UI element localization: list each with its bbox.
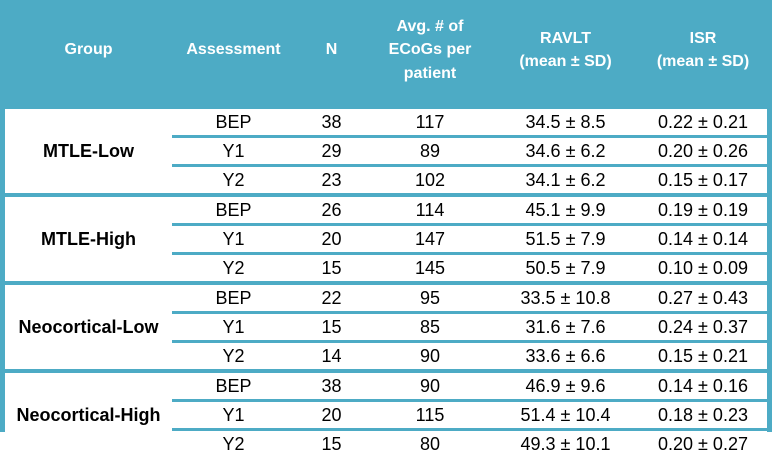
cell-isr: 0.15 ± 0.17 <box>639 166 767 196</box>
cell-ravlt: 49.3 ± 10.1 <box>492 430 639 457</box>
cell-ravlt: 51.4 ± 10.4 <box>492 401 639 430</box>
cell-isr: 0.20 ± 0.27 <box>639 430 767 457</box>
results-table: Group Assessment N Avg. # of ECoGs per p… <box>5 5 767 457</box>
cell-n: 14 <box>295 342 368 372</box>
cell-ravlt: 33.5 ± 10.8 <box>492 283 639 313</box>
cell-n: 20 <box>295 225 368 254</box>
cell-avg-ecogs: 89 <box>368 137 492 166</box>
cell-n: 29 <box>295 137 368 166</box>
col-header-isr-line2: (mean ± SD) <box>639 50 767 73</box>
cell-ravlt: 51.5 ± 7.9 <box>492 225 639 254</box>
col-header-isr: ISR (mean ± SD) <box>639 5 767 107</box>
cell-assessment: Y1 <box>172 313 295 342</box>
cell-n: 15 <box>295 254 368 284</box>
cell-isr: 0.19 ± 0.19 <box>639 195 767 225</box>
table-row: MTLE-High BEP 26 114 45.1 ± 9.9 0.19 ± 0… <box>5 195 767 225</box>
col-header-n: N <box>295 5 368 107</box>
col-header-isr-line1: ISR <box>639 27 767 50</box>
cell-n: 15 <box>295 313 368 342</box>
table-frame: Group Assessment N Avg. # of ECoGs per p… <box>0 0 772 432</box>
header-row: Group Assessment N Avg. # of ECoGs per p… <box>5 5 767 107</box>
col-header-group-label: Group <box>5 38 172 61</box>
cell-avg-ecogs: 90 <box>368 371 492 401</box>
cell-assessment: Y2 <box>172 430 295 457</box>
col-header-ravlt-line1: RAVLT <box>492 27 639 50</box>
cell-avg-ecogs: 145 <box>368 254 492 284</box>
cell-assessment: BEP <box>172 283 295 313</box>
cell-ravlt: 34.5 ± 8.5 <box>492 107 639 137</box>
cell-ravlt: 46.9 ± 9.6 <box>492 371 639 401</box>
cell-assessment: BEP <box>172 195 295 225</box>
cell-n: 22 <box>295 283 368 313</box>
table-row: MTLE-Low BEP 38 117 34.5 ± 8.5 0.22 ± 0.… <box>5 107 767 137</box>
cell-avg-ecogs: 85 <box>368 313 492 342</box>
cell-ravlt: 31.6 ± 7.6 <box>492 313 639 342</box>
col-header-ravlt-line2: (mean ± SD) <box>492 50 639 73</box>
cell-avg-ecogs: 90 <box>368 342 492 372</box>
cell-isr: 0.22 ± 0.21 <box>639 107 767 137</box>
cell-n: 38 <box>295 107 368 137</box>
col-header-assessment: Assessment <box>172 5 295 107</box>
cell-assessment: Y1 <box>172 225 295 254</box>
cell-avg-ecogs: 115 <box>368 401 492 430</box>
cell-avg-ecogs: 114 <box>368 195 492 225</box>
col-header-avg-ecogs-line1: Avg. # of <box>368 15 492 38</box>
cell-isr: 0.10 ± 0.09 <box>639 254 767 284</box>
cell-n: 20 <box>295 401 368 430</box>
cell-avg-ecogs: 102 <box>368 166 492 196</box>
cell-n: 38 <box>295 371 368 401</box>
cell-ravlt: 34.6 ± 6.2 <box>492 137 639 166</box>
group-name-cell: MTLE-High <box>5 195 172 283</box>
col-header-avg-ecogs-line2: ECoGs per <box>368 38 492 61</box>
cell-n: 15 <box>295 430 368 457</box>
cell-assessment: Y2 <box>172 254 295 284</box>
col-header-group: Group <box>5 5 172 107</box>
cell-isr: 0.27 ± 0.43 <box>639 283 767 313</box>
col-header-n-label: N <box>295 38 368 61</box>
group-name-cell: Neocortical-High <box>5 371 172 457</box>
group-name-cell: MTLE-Low <box>5 107 172 195</box>
col-header-avg-ecogs: Avg. # of ECoGs per patient <box>368 5 492 107</box>
cell-assessment: BEP <box>172 107 295 137</box>
cell-n: 23 <box>295 166 368 196</box>
group-name-cell: Neocortical-Low <box>5 283 172 371</box>
cell-avg-ecogs: 147 <box>368 225 492 254</box>
cell-ravlt: 33.6 ± 6.6 <box>492 342 639 372</box>
cell-assessment: Y1 <box>172 401 295 430</box>
cell-ravlt: 34.1 ± 6.2 <box>492 166 639 196</box>
cell-isr: 0.18 ± 0.23 <box>639 401 767 430</box>
cell-isr: 0.24 ± 0.37 <box>639 313 767 342</box>
table-row: Neocortical-Low BEP 22 95 33.5 ± 10.8 0.… <box>5 283 767 313</box>
cell-isr: 0.15 ± 0.21 <box>639 342 767 372</box>
cell-assessment: Y2 <box>172 342 295 372</box>
cell-ravlt: 50.5 ± 7.9 <box>492 254 639 284</box>
col-header-avg-ecogs-line3: patient <box>368 62 492 85</box>
cell-avg-ecogs: 117 <box>368 107 492 137</box>
cell-isr: 0.14 ± 0.14 <box>639 225 767 254</box>
cell-assessment: BEP <box>172 371 295 401</box>
cell-isr: 0.20 ± 0.26 <box>639 137 767 166</box>
cell-ravlt: 45.1 ± 9.9 <box>492 195 639 225</box>
cell-avg-ecogs: 95 <box>368 283 492 313</box>
col-header-ravlt: RAVLT (mean ± SD) <box>492 5 639 107</box>
table-row: Neocortical-High BEP 38 90 46.9 ± 9.6 0.… <box>5 371 767 401</box>
cell-assessment: Y1 <box>172 137 295 166</box>
cell-isr: 0.14 ± 0.16 <box>639 371 767 401</box>
cell-n: 26 <box>295 195 368 225</box>
col-header-assessment-label: Assessment <box>172 38 295 61</box>
cell-avg-ecogs: 80 <box>368 430 492 457</box>
cell-assessment: Y2 <box>172 166 295 196</box>
